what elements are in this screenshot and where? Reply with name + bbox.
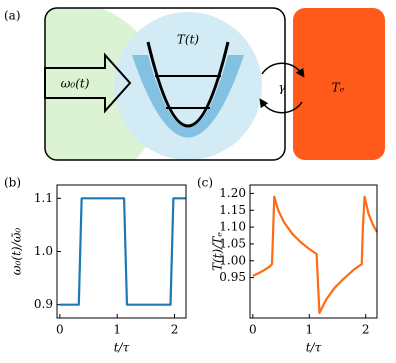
y-tick-label: 1.00 [219, 253, 246, 267]
plot-frame [249, 184, 378, 319]
panel-label: (a) [4, 9, 21, 23]
data-line [59, 197, 186, 306]
drive-label: ω₀(t) [61, 77, 90, 91]
y-tick-label: 1.10 [219, 220, 246, 234]
y-tick-label: 1.15 [219, 203, 246, 217]
x-tick-label: 2 [362, 323, 370, 337]
data-line [252, 195, 378, 315]
coupling-label: γ [278, 81, 286, 95]
y-tick-label: 0.95 [219, 270, 246, 284]
reservoir [293, 8, 385, 160]
panel-label: (c) [197, 176, 213, 190]
plot-frame [56, 184, 187, 319]
y-tick-label: 0.9 [34, 297, 53, 311]
x-tick-label: 1 [113, 323, 121, 337]
bath-label: T(t) [177, 33, 200, 47]
x-axis-label: t/τ [114, 341, 130, 355]
reservoir-label: Tₑ [332, 81, 345, 95]
x-tick-label: 2 [171, 323, 179, 337]
exchange-arrow [261, 62, 305, 78]
panel-a: (a) ω₀(t) T(t) Tₑ γ [4, 7, 385, 161]
exchange-arrow [259, 98, 303, 114]
drive-region [45, 8, 162, 160]
y-tick-label: 1.1 [34, 191, 53, 205]
x-axis-label: t/τ [306, 341, 322, 355]
y-tick-label: 1.05 [219, 236, 246, 250]
x-tick-label: 1 [305, 323, 313, 337]
y-tick-label: 1.20 [219, 186, 246, 200]
x-tick-label: 0 [56, 323, 64, 337]
drive-arrow [44, 52, 132, 114]
potential-band [132, 55, 244, 138]
panel-label: (b) [4, 176, 21, 190]
y-axis-label: T(t)/Tₑ [211, 232, 225, 271]
y-axis-label: ω₀(t)/ω̄₀ [10, 228, 24, 276]
y-tick-label: 1.0 [34, 244, 53, 258]
x-tick-label: 0 [249, 323, 257, 337]
potential [146, 41, 230, 128]
